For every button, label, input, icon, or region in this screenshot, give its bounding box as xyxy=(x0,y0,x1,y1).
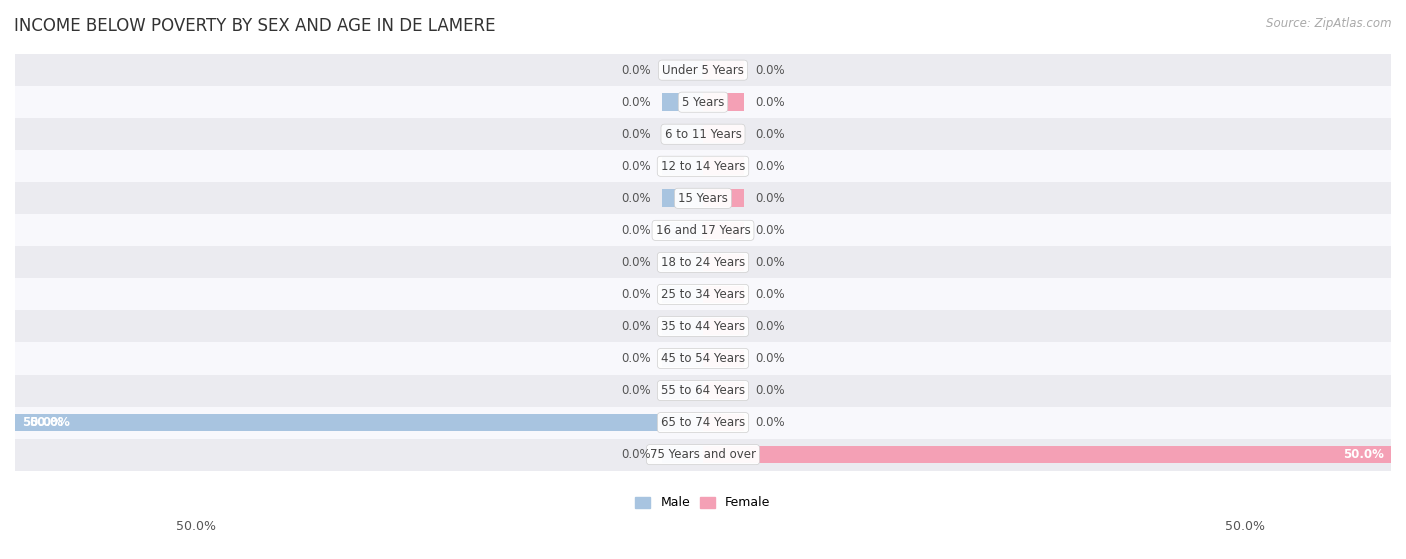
Bar xyxy=(662,190,703,207)
Bar xyxy=(703,286,744,303)
Text: 16 and 17 Years: 16 and 17 Years xyxy=(655,224,751,237)
Text: 50.0%: 50.0% xyxy=(1226,520,1265,533)
Bar xyxy=(15,118,1391,150)
Text: 0.0%: 0.0% xyxy=(755,384,785,397)
Text: 0.0%: 0.0% xyxy=(621,192,651,205)
Text: 6 to 11 Years: 6 to 11 Years xyxy=(665,127,741,141)
Bar xyxy=(662,61,703,79)
Bar xyxy=(15,406,1391,439)
Bar xyxy=(662,318,703,335)
Text: 50.0%: 50.0% xyxy=(28,416,70,429)
Bar xyxy=(662,93,703,111)
Text: 50.0%: 50.0% xyxy=(22,416,63,429)
Bar xyxy=(15,375,1391,406)
Bar xyxy=(703,382,744,399)
Bar xyxy=(662,286,703,303)
Text: 0.0%: 0.0% xyxy=(621,448,651,461)
Text: 65 to 74 Years: 65 to 74 Years xyxy=(661,416,745,429)
Text: 0.0%: 0.0% xyxy=(755,256,785,269)
Text: 0.0%: 0.0% xyxy=(621,288,651,301)
Text: 0.0%: 0.0% xyxy=(621,160,651,173)
Text: 0.0%: 0.0% xyxy=(621,96,651,108)
Text: 0.0%: 0.0% xyxy=(621,352,651,365)
Text: 0.0%: 0.0% xyxy=(621,384,651,397)
Text: 0.0%: 0.0% xyxy=(621,127,651,141)
Text: 0.0%: 0.0% xyxy=(621,320,651,333)
Text: 50.0%: 50.0% xyxy=(176,520,215,533)
Bar xyxy=(15,310,1391,343)
Bar xyxy=(703,414,744,432)
Bar xyxy=(15,439,1391,471)
Text: 35 to 44 Years: 35 to 44 Years xyxy=(661,320,745,333)
Text: 0.0%: 0.0% xyxy=(755,224,785,237)
Text: Source: ZipAtlas.com: Source: ZipAtlas.com xyxy=(1267,17,1392,30)
Legend: Male, Female: Male, Female xyxy=(630,491,776,514)
Text: 0.0%: 0.0% xyxy=(755,127,785,141)
Bar xyxy=(15,343,1391,375)
Text: 0.0%: 0.0% xyxy=(755,192,785,205)
Text: 55 to 64 Years: 55 to 64 Years xyxy=(661,384,745,397)
Text: 0.0%: 0.0% xyxy=(621,256,651,269)
Text: 18 to 24 Years: 18 to 24 Years xyxy=(661,256,745,269)
Bar xyxy=(15,278,1391,310)
Text: 25 to 34 Years: 25 to 34 Years xyxy=(661,288,745,301)
Bar xyxy=(662,221,703,239)
Text: 0.0%: 0.0% xyxy=(755,288,785,301)
Bar xyxy=(15,214,1391,247)
Text: 15 Years: 15 Years xyxy=(678,192,728,205)
Bar xyxy=(662,350,703,367)
Text: 50.0%: 50.0% xyxy=(1343,448,1384,461)
Bar xyxy=(662,446,703,463)
Bar xyxy=(703,221,744,239)
Bar xyxy=(703,190,744,207)
Bar xyxy=(703,254,744,271)
Text: 0.0%: 0.0% xyxy=(755,96,785,108)
Text: 75 Years and over: 75 Years and over xyxy=(650,448,756,461)
Bar xyxy=(703,61,744,79)
Text: 0.0%: 0.0% xyxy=(621,224,651,237)
Bar xyxy=(703,318,744,335)
Text: 5 Years: 5 Years xyxy=(682,96,724,108)
Bar xyxy=(703,158,744,175)
Bar xyxy=(703,350,744,367)
Bar xyxy=(15,54,1391,86)
Bar xyxy=(15,182,1391,214)
Bar xyxy=(703,446,1391,463)
Bar xyxy=(662,158,703,175)
Text: 0.0%: 0.0% xyxy=(755,416,785,429)
Bar xyxy=(662,254,703,271)
Bar xyxy=(703,93,744,111)
Bar xyxy=(15,414,703,432)
Text: 0.0%: 0.0% xyxy=(621,64,651,77)
Bar xyxy=(703,125,744,143)
Text: 0.0%: 0.0% xyxy=(755,160,785,173)
Bar xyxy=(15,150,1391,182)
Text: 0.0%: 0.0% xyxy=(755,352,785,365)
Text: 12 to 14 Years: 12 to 14 Years xyxy=(661,160,745,173)
Text: 0.0%: 0.0% xyxy=(755,320,785,333)
Bar xyxy=(15,247,1391,278)
Text: 45 to 54 Years: 45 to 54 Years xyxy=(661,352,745,365)
Bar xyxy=(662,382,703,399)
Text: 0.0%: 0.0% xyxy=(755,64,785,77)
Bar xyxy=(15,86,1391,118)
Text: Under 5 Years: Under 5 Years xyxy=(662,64,744,77)
Bar xyxy=(662,125,703,143)
Text: INCOME BELOW POVERTY BY SEX AND AGE IN DE LAMERE: INCOME BELOW POVERTY BY SEX AND AGE IN D… xyxy=(14,17,495,35)
